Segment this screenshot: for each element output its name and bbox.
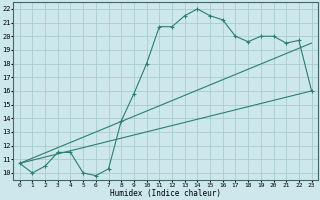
X-axis label: Humidex (Indice chaleur): Humidex (Indice chaleur) — [110, 189, 221, 198]
